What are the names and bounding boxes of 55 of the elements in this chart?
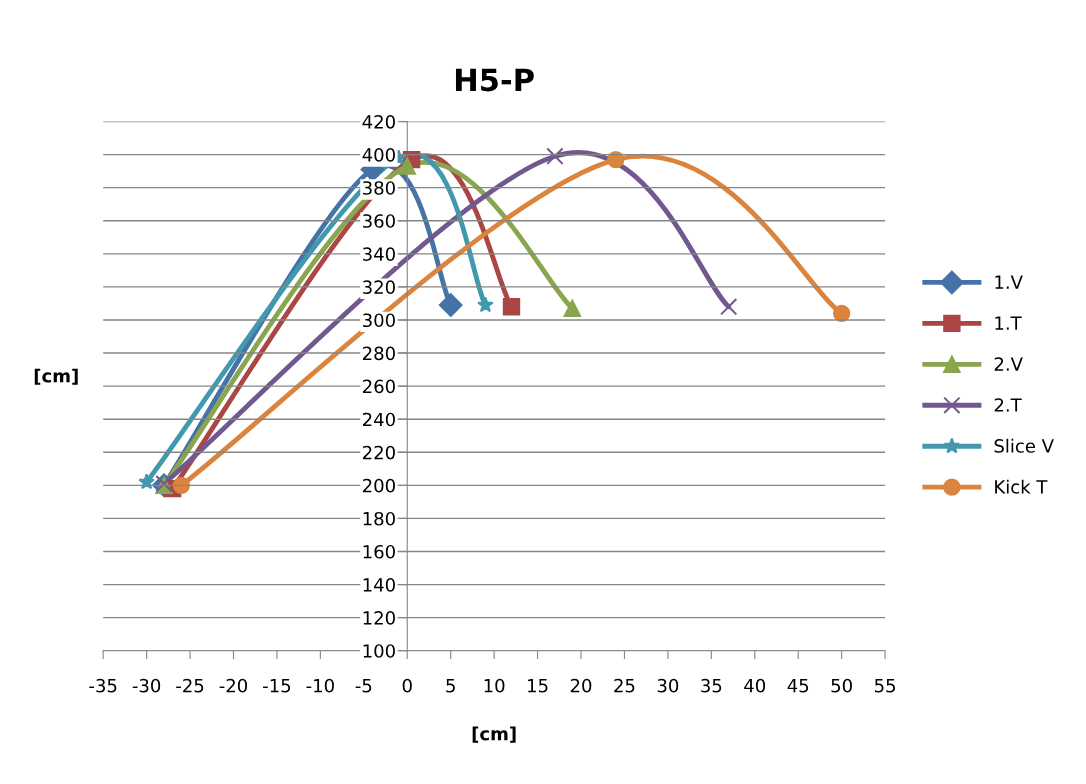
x-tick-label: 0 xyxy=(402,678,412,693)
y-tick-label: 360 xyxy=(363,214,395,228)
x-tick-label: 45 xyxy=(787,679,809,693)
y-tick-label: 280 xyxy=(363,346,395,361)
x-tick-label: -5 xyxy=(355,679,372,693)
y-tick-label: 320 xyxy=(363,280,395,295)
x-tick-label: 40 xyxy=(744,678,766,693)
x-tick-label: 30 xyxy=(657,678,679,693)
point xyxy=(398,157,416,175)
x-tick-label: 50 xyxy=(831,678,852,693)
y-tick-label: 300 xyxy=(363,313,395,328)
legend-label: 2.T xyxy=(994,398,1022,412)
y-tick-label: 340 xyxy=(363,247,395,261)
legend-label: 1.T xyxy=(995,316,1022,330)
x-tick-label: 5 xyxy=(446,679,455,693)
x-axis-title: [cm] xyxy=(472,726,516,743)
y-tick-label: 120 xyxy=(363,611,395,625)
x-tick-label: 10 xyxy=(484,678,505,693)
y-tick-label: 400 xyxy=(362,148,395,162)
point xyxy=(832,304,851,323)
y-tick-label: 240 xyxy=(363,412,395,427)
point xyxy=(563,299,581,318)
x-tick-label: -10 xyxy=(306,678,334,693)
point xyxy=(720,298,738,316)
y-tick-label: 100 xyxy=(363,644,395,658)
point xyxy=(607,150,625,169)
x-tick-label: -30 xyxy=(132,678,161,693)
y-tick-label: 140 xyxy=(363,578,395,592)
x-tick-label: 15 xyxy=(528,679,548,693)
x-tick-label: 20 xyxy=(570,678,592,693)
x-tick-label: 35 xyxy=(701,678,722,693)
y-tick-label: 200 xyxy=(363,478,395,493)
y-tick-label: 380 xyxy=(363,181,395,195)
legend-label: Kick T xyxy=(995,479,1048,494)
x-tick-label: 25 xyxy=(614,678,635,693)
y-tick-label: 160 xyxy=(363,544,395,559)
point xyxy=(172,476,191,495)
y-axis-title: [cm] xyxy=(34,368,78,385)
y-tick-label: 260 xyxy=(363,379,395,394)
point xyxy=(546,147,564,165)
x-tick-label: -35 xyxy=(89,678,117,693)
legend-label: 1.V xyxy=(995,275,1023,289)
y-tick-label: 180 xyxy=(363,511,395,526)
x-tick-label: 55 xyxy=(875,679,895,693)
y-tick-label: 220 xyxy=(363,445,395,460)
x-tick-label: -25 xyxy=(176,678,204,693)
x-tick-label: -15 xyxy=(263,679,291,693)
x-tick-label: -20 xyxy=(219,678,248,693)
legend-label: Slice V xyxy=(994,438,1054,453)
point xyxy=(477,296,494,313)
chart-title: H5-P xyxy=(455,68,534,92)
point xyxy=(502,298,521,316)
legend-label: 2.V xyxy=(994,357,1023,371)
point xyxy=(438,293,463,317)
y-tick-label: 420 xyxy=(362,114,395,129)
